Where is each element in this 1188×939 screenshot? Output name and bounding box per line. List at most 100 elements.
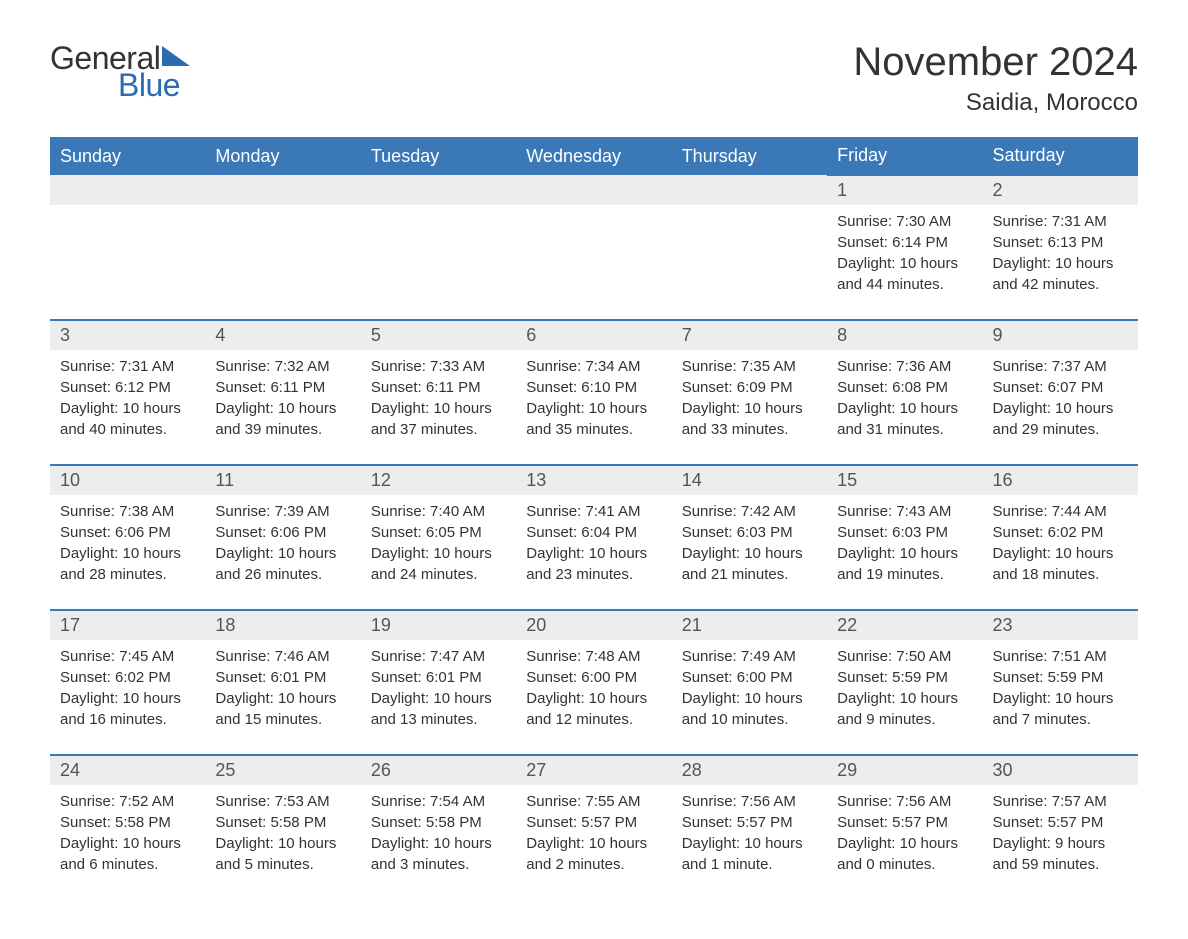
sunrise-text: Sunrise: 7:30 AM: [837, 211, 972, 232]
day-content: Sunrise: 7:37 AMSunset: 6:07 PMDaylight:…: [983, 350, 1138, 464]
day-number: 17: [50, 611, 205, 640]
daylight-text: Daylight: 10 hours and 23 minutes.: [526, 543, 661, 585]
day-number: 28: [672, 756, 827, 785]
day-content: Sunrise: 7:41 AMSunset: 6:04 PMDaylight:…: [516, 495, 671, 609]
sunset-text: Sunset: 6:01 PM: [215, 667, 350, 688]
daylight-text: Daylight: 10 hours and 13 minutes.: [371, 688, 506, 730]
daylight-text: Daylight: 10 hours and 28 minutes.: [60, 543, 195, 585]
sunset-text: Sunset: 5:57 PM: [837, 812, 972, 833]
sunset-text: Sunset: 6:00 PM: [682, 667, 817, 688]
day-number: 9: [983, 321, 1138, 350]
sunrise-text: Sunrise: 7:42 AM: [682, 501, 817, 522]
week-row: 1Sunrise: 7:30 AMSunset: 6:14 PMDaylight…: [50, 175, 1138, 320]
sunset-text: Sunset: 5:57 PM: [682, 812, 817, 833]
day-cell: 12Sunrise: 7:40 AMSunset: 6:05 PMDayligh…: [361, 465, 516, 610]
sunrise-text: Sunrise: 7:31 AM: [60, 356, 195, 377]
day-cell: 22Sunrise: 7:50 AMSunset: 5:59 PMDayligh…: [827, 610, 982, 755]
day-content: Sunrise: 7:32 AMSunset: 6:11 PMDaylight:…: [205, 350, 360, 464]
day-cell: [361, 175, 516, 320]
day-content: Sunrise: 7:35 AMSunset: 6:09 PMDaylight:…: [672, 350, 827, 464]
day-number: 23: [983, 611, 1138, 640]
sunrise-text: Sunrise: 7:43 AM: [837, 501, 972, 522]
sunset-text: Sunset: 6:12 PM: [60, 377, 195, 398]
day-content: Sunrise: 7:31 AMSunset: 6:12 PMDaylight:…: [50, 350, 205, 464]
daylight-text: Daylight: 10 hours and 37 minutes.: [371, 398, 506, 440]
daylight-text: Daylight: 10 hours and 21 minutes.: [682, 543, 817, 585]
day-content: Sunrise: 7:54 AMSunset: 5:58 PMDaylight:…: [361, 785, 516, 899]
day-cell: 3Sunrise: 7:31 AMSunset: 6:12 PMDaylight…: [50, 320, 205, 465]
daylight-text: Daylight: 10 hours and 35 minutes.: [526, 398, 661, 440]
page-title: November 2024: [853, 40, 1138, 85]
sunrise-text: Sunrise: 7:46 AM: [215, 646, 350, 667]
day-content: Sunrise: 7:48 AMSunset: 6:00 PMDaylight:…: [516, 640, 671, 754]
day-content: Sunrise: 7:46 AMSunset: 6:01 PMDaylight:…: [205, 640, 360, 754]
day-header: Saturday: [983, 137, 1138, 175]
day-cell: 14Sunrise: 7:42 AMSunset: 6:03 PMDayligh…: [672, 465, 827, 610]
sunset-text: Sunset: 6:11 PM: [371, 377, 506, 398]
day-content: Sunrise: 7:39 AMSunset: 6:06 PMDaylight:…: [205, 495, 360, 609]
sunrise-text: Sunrise: 7:33 AM: [371, 356, 506, 377]
day-header: Thursday: [672, 137, 827, 175]
sunset-text: Sunset: 6:07 PM: [993, 377, 1128, 398]
day-number: 27: [516, 756, 671, 785]
sunset-text: Sunset: 6:06 PM: [60, 522, 195, 543]
day-header: Friday: [827, 137, 982, 175]
sunrise-text: Sunrise: 7:47 AM: [371, 646, 506, 667]
day-cell: 16Sunrise: 7:44 AMSunset: 6:02 PMDayligh…: [983, 465, 1138, 610]
day-number: 7: [672, 321, 827, 350]
sunset-text: Sunset: 5:58 PM: [371, 812, 506, 833]
sunrise-text: Sunrise: 7:34 AM: [526, 356, 661, 377]
day-cell: 26Sunrise: 7:54 AMSunset: 5:58 PMDayligh…: [361, 755, 516, 899]
day-header: Monday: [205, 137, 360, 175]
day-cell: 27Sunrise: 7:55 AMSunset: 5:57 PMDayligh…: [516, 755, 671, 899]
daylight-text: Daylight: 10 hours and 7 minutes.: [993, 688, 1128, 730]
day-number: 21: [672, 611, 827, 640]
daylight-text: Daylight: 10 hours and 26 minutes.: [215, 543, 350, 585]
daylight-text: Daylight: 10 hours and 5 minutes.: [215, 833, 350, 875]
sunset-text: Sunset: 6:02 PM: [60, 667, 195, 688]
day-content: Sunrise: 7:44 AMSunset: 6:02 PMDaylight:…: [983, 495, 1138, 609]
sunrise-text: Sunrise: 7:48 AM: [526, 646, 661, 667]
week-row: 10Sunrise: 7:38 AMSunset: 6:06 PMDayligh…: [50, 465, 1138, 610]
sunrise-text: Sunrise: 7:51 AM: [993, 646, 1128, 667]
day-cell: [50, 175, 205, 320]
day-cell: 2Sunrise: 7:31 AMSunset: 6:13 PMDaylight…: [983, 175, 1138, 320]
day-cell: 11Sunrise: 7:39 AMSunset: 6:06 PMDayligh…: [205, 465, 360, 610]
day-number: 11: [205, 466, 360, 495]
sunrise-text: Sunrise: 7:44 AM: [993, 501, 1128, 522]
day-number: 16: [983, 466, 1138, 495]
sunrise-text: Sunrise: 7:31 AM: [993, 211, 1128, 232]
sunset-text: Sunset: 5:58 PM: [60, 812, 195, 833]
sunset-text: Sunset: 6:01 PM: [371, 667, 506, 688]
sunset-text: Sunset: 6:11 PM: [215, 377, 350, 398]
sunrise-text: Sunrise: 7:35 AM: [682, 356, 817, 377]
week-row: 3Sunrise: 7:31 AMSunset: 6:12 PMDaylight…: [50, 320, 1138, 465]
day-content: Sunrise: 7:57 AMSunset: 5:57 PMDaylight:…: [983, 785, 1138, 899]
day-cell: 4Sunrise: 7:32 AMSunset: 6:11 PMDaylight…: [205, 320, 360, 465]
day-header: Wednesday: [516, 137, 671, 175]
sunset-text: Sunset: 5:59 PM: [837, 667, 972, 688]
title-block: November 2024 Saidia, Morocco: [853, 40, 1138, 117]
day-cell: 15Sunrise: 7:43 AMSunset: 6:03 PMDayligh…: [827, 465, 982, 610]
day-content: Sunrise: 7:49 AMSunset: 6:00 PMDaylight:…: [672, 640, 827, 754]
sunset-text: Sunset: 6:10 PM: [526, 377, 661, 398]
daylight-text: Daylight: 10 hours and 29 minutes.: [993, 398, 1128, 440]
day-cell: [516, 175, 671, 320]
day-content: Sunrise: 7:47 AMSunset: 6:01 PMDaylight:…: [361, 640, 516, 754]
day-header-row: SundayMondayTuesdayWednesdayThursdayFrid…: [50, 137, 1138, 175]
day-content: Sunrise: 7:56 AMSunset: 5:57 PMDaylight:…: [672, 785, 827, 899]
sunset-text: Sunset: 6:03 PM: [837, 522, 972, 543]
sunrise-text: Sunrise: 7:56 AM: [837, 791, 972, 812]
daylight-text: Daylight: 10 hours and 33 minutes.: [682, 398, 817, 440]
sunrise-text: Sunrise: 7:32 AM: [215, 356, 350, 377]
sunrise-text: Sunrise: 7:40 AM: [371, 501, 506, 522]
daylight-text: Daylight: 10 hours and 3 minutes.: [371, 833, 506, 875]
day-content: Sunrise: 7:40 AMSunset: 6:05 PMDaylight:…: [361, 495, 516, 609]
day-cell: 9Sunrise: 7:37 AMSunset: 6:07 PMDaylight…: [983, 320, 1138, 465]
day-cell: 8Sunrise: 7:36 AMSunset: 6:08 PMDaylight…: [827, 320, 982, 465]
day-cell: 7Sunrise: 7:35 AMSunset: 6:09 PMDaylight…: [672, 320, 827, 465]
day-cell: 25Sunrise: 7:53 AMSunset: 5:58 PMDayligh…: [205, 755, 360, 899]
daylight-text: Daylight: 10 hours and 0 minutes.: [837, 833, 972, 875]
day-content: Sunrise: 7:53 AMSunset: 5:58 PMDaylight:…: [205, 785, 360, 899]
day-cell: [205, 175, 360, 320]
